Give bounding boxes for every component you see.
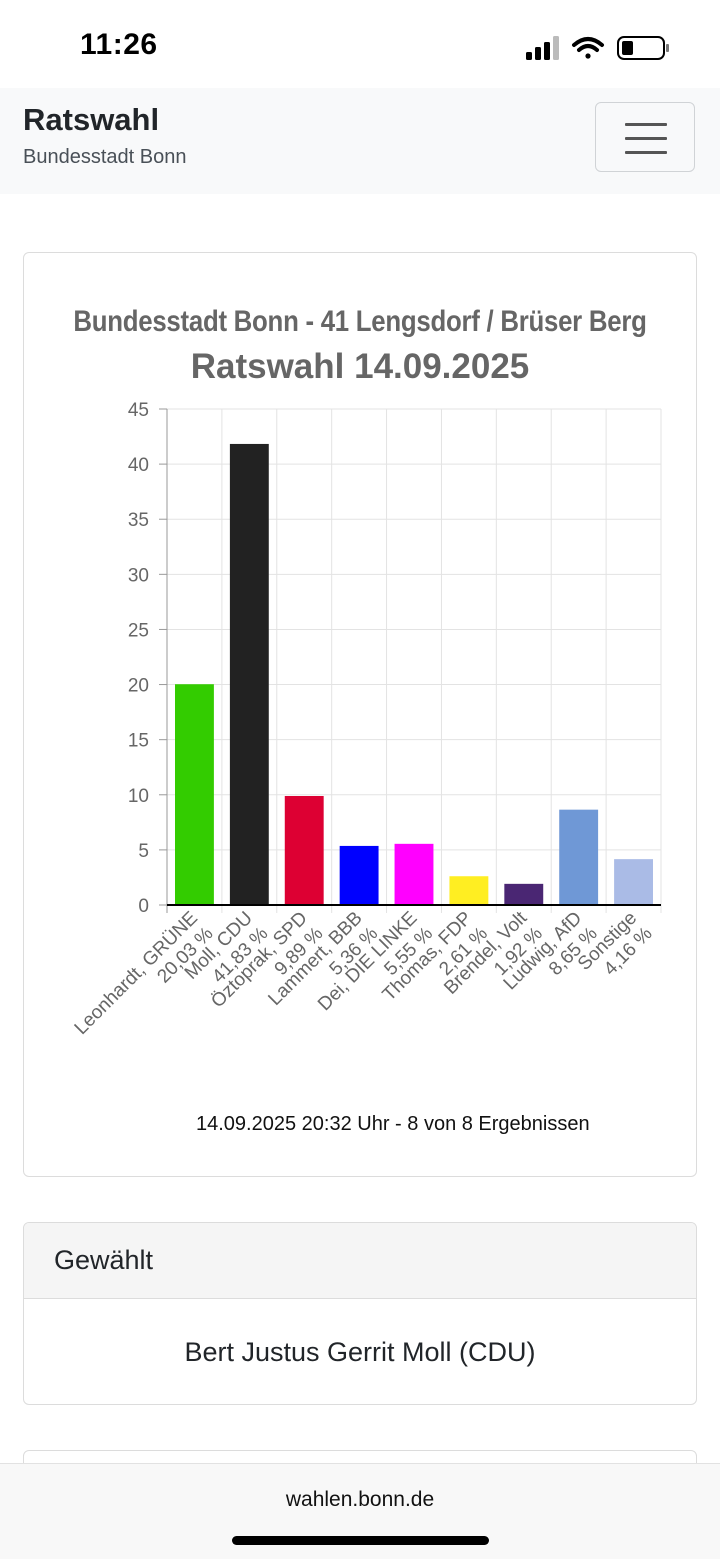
bar xyxy=(559,809,599,905)
y-tick-label: 20 xyxy=(128,676,149,697)
hamburger-icon-bar xyxy=(625,123,667,126)
bar xyxy=(449,876,489,905)
elected-card: Gewählt Bert Justus Gerrit Moll (CDU) xyxy=(23,1222,697,1405)
y-tick-label: 5 xyxy=(138,841,149,862)
y-tick-label: 45 xyxy=(128,400,149,421)
category-name: Leonhardt, GRÜNE xyxy=(71,908,202,1039)
bar xyxy=(229,443,269,905)
status-time: 11:26 xyxy=(80,28,158,61)
url-text[interactable]: wahlen.bonn.de xyxy=(285,1488,435,1511)
navbar-brand-subtitle: Bundesstadt Bonn xyxy=(23,146,187,168)
status-icons xyxy=(526,36,669,60)
y-tick-label: 0 xyxy=(138,896,149,917)
bar xyxy=(504,883,544,905)
bar xyxy=(614,859,653,905)
y-tick-label: 35 xyxy=(128,510,149,531)
bar xyxy=(175,684,214,905)
menu-toggle-button[interactable] xyxy=(595,102,695,172)
navbar: Ratswahl Bundesstadt Bonn xyxy=(0,88,720,194)
chart-footer: 14.09.2025 20:32 Uhr - 8 von 8 Ergebniss… xyxy=(196,1113,590,1135)
y-tick-label: 15 xyxy=(128,731,149,752)
status-bar: 11:26 xyxy=(0,0,720,88)
bar xyxy=(394,843,434,905)
hamburger-icon-bar xyxy=(625,151,667,154)
cellular-signal-icon xyxy=(526,36,559,60)
bar xyxy=(284,795,324,905)
navbar-brand-title[interactable]: Ratswahl xyxy=(23,102,160,137)
elected-card-header xyxy=(24,1223,696,1299)
elected-header-label: Gewählt xyxy=(54,1245,154,1275)
battery-icon xyxy=(617,36,669,60)
y-tick-label: 30 xyxy=(128,565,149,586)
x-tick-label: Sonstige4,16 % xyxy=(574,908,657,991)
chart-subtitle: Ratswahl 14.09.2025 xyxy=(190,347,530,386)
hamburger-icon-bar xyxy=(625,137,667,140)
browser-url-bar[interactable]: wahlen.bonn.de xyxy=(0,1463,720,1559)
elected-candidate-name: Bert Justus Gerrit Moll (CDU) xyxy=(184,1337,536,1367)
bar xyxy=(339,845,379,905)
home-indicator[interactable] xyxy=(232,1536,489,1545)
wifi-icon xyxy=(572,37,604,59)
y-tick-label: 25 xyxy=(128,620,149,641)
y-tick-label: 40 xyxy=(128,455,149,476)
chart-title: Bundesstadt Bonn - 41 Lengsdorf / Brüser… xyxy=(73,305,647,338)
chart-card: Bundesstadt Bonn - 41 Lengsdorf / Brüser… xyxy=(23,252,697,1177)
y-tick-label: 10 xyxy=(128,786,149,807)
